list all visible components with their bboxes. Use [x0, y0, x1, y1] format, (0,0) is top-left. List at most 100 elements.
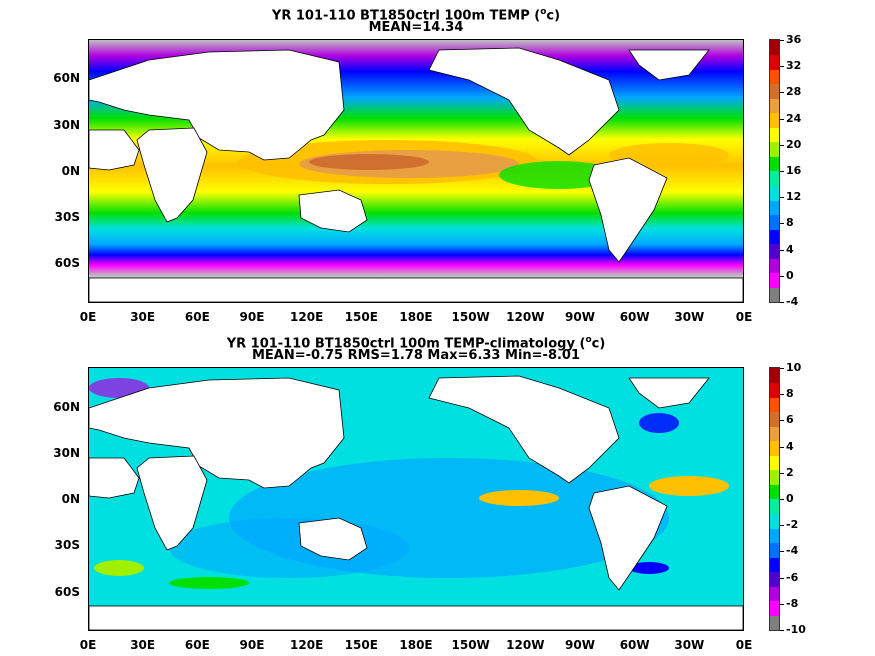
panel2-title-text: YR 101-110 BT1850ctrl 100m TEMP-climatol… — [226, 336, 575, 352]
panel2-colorbar-label: 4 — [786, 439, 794, 453]
panel1-lat-60s: 60S — [54, 256, 80, 270]
panel1-colorbar-segment — [770, 200, 779, 216]
panel1-colorbar-label: 32 — [786, 59, 802, 73]
panel1-lon-label: 90E — [239, 310, 265, 324]
panel2-colorbar-tick — [780, 630, 784, 631]
panel2-lon-label: 90E — [239, 638, 265, 652]
panel2-lat-0n: 0N — [61, 492, 80, 506]
panel1-title-unit: c — [546, 8, 555, 24]
panel2-colorbar-label: -10 — [786, 623, 806, 636]
panel1-colorbar-label: 12 — [786, 190, 802, 204]
panel1-lon-label: 30E — [130, 310, 156, 324]
panel1-lat-30s: 30S — [54, 210, 80, 224]
panel1-colorbar-label: -4 — [786, 295, 799, 308]
panel1-colorbar-segment — [770, 185, 779, 201]
panel2-colorbar-segment — [770, 571, 779, 587]
panel2-map-svg — [88, 368, 744, 631]
panel1-colorbar — [769, 39, 780, 303]
panel1-map-svg — [88, 40, 744, 303]
panel1-colorbar-segment — [770, 112, 779, 128]
panel2-colorbar — [769, 367, 780, 631]
panel1-lon-label: 150E — [344, 310, 378, 324]
panel2-lon-label: 150E — [344, 638, 378, 652]
panel1-colorbar-segment — [770, 141, 779, 157]
panel2-colorbar-segment — [770, 455, 779, 471]
panel2-subtitle: MEAN=-0.75 RMS=1.78 Max=6.33 Min=-8.01 — [251, 348, 581, 363]
panel1-colorbar-label: 16 — [786, 164, 802, 177]
panel2-lat-30s: 30S — [54, 538, 80, 552]
panel2-colorbar-tick — [780, 420, 784, 422]
panel2-lat-30n: 30N — [53, 446, 80, 460]
panel2-lon-label: 150W — [451, 638, 490, 652]
panel1-lat-0n: 0N — [61, 164, 80, 178]
panel1-colorbar-label: 8 — [786, 216, 794, 230]
panel2-title: YR 101-110 BT1850ctrl 100m TEMP-climatol… — [226, 335, 606, 352]
panel1-colorbar-segment — [770, 40, 779, 56]
panel2-colorbar-segment — [770, 513, 779, 529]
panel2-colorbar-label: 8 — [786, 387, 794, 401]
panel1-lat-60n: 60N — [53, 71, 80, 85]
panel1-colorbar-tick — [780, 171, 784, 172]
panel1-colorbar-segment — [770, 54, 779, 70]
panel2-colorbar-label: -8 — [786, 596, 799, 610]
panel1-colorbar-label: 20 — [786, 137, 802, 151]
panel2-colorbar-tick — [780, 472, 784, 474]
panel2-colorbar-label: 0 — [786, 492, 794, 505]
panel1-colorbar-tick — [780, 118, 784, 120]
panel2-colorbar-segment — [770, 557, 779, 573]
panel2-colorbar-segment — [770, 528, 779, 544]
panel2-colorbar-segment — [770, 411, 779, 427]
panel1-lat-30n: 30N — [53, 118, 80, 132]
panel2-lon-label: 90W — [565, 638, 595, 652]
panel2-colorbar-label: 6 — [786, 413, 794, 427]
panel2-colorbar-segment — [770, 440, 779, 456]
panel2-colorbar-segment — [770, 397, 779, 413]
panel2-colorbar-tick — [780, 551, 784, 553]
panel2-colorbar-label: -2 — [786, 518, 799, 532]
panel1-colorbar-label: 0 — [786, 268, 794, 282]
panel2-lon-label: 60W — [619, 638, 650, 652]
panel1-colorbar-label: 36 — [786, 33, 802, 46]
panel1-colorbar-tick — [780, 197, 784, 199]
panel1-colorbar-tick — [780, 66, 784, 68]
panel2-colorbar-tick — [780, 577, 784, 579]
panel1-colorbar-segment — [770, 171, 779, 187]
panel2-lon-label: 120E — [290, 638, 324, 652]
panel2-lon-label: 120W — [506, 638, 545, 652]
panel2-colorbar-segment — [770, 499, 779, 515]
panel1-colorbar-segment — [770, 287, 779, 303]
panel1-colorbar-label: 4 — [786, 242, 794, 256]
panel1-colorbar-label: 28 — [786, 85, 802, 99]
panel2-colorbar-segment — [770, 382, 779, 398]
panel1-subtitle: MEAN=14.34 — [368, 20, 464, 35]
panel1-colorbar-segment — [770, 214, 779, 230]
panel2-colorbar-segment — [770, 368, 779, 384]
panel2-colorbar-tick — [780, 394, 784, 396]
panel2-colorbar-label: -6 — [786, 570, 799, 584]
panel1-colorbar-tick — [780, 249, 784, 251]
panel2-colorbar-segment — [770, 615, 779, 631]
panel2-colorbar-segment — [770, 586, 779, 602]
panel2-colorbar-segment — [770, 542, 779, 558]
panel1-colorbar-segment — [770, 243, 779, 259]
panel2-lon-label: 30W — [674, 638, 705, 652]
panel2-lon-label: 0E — [735, 638, 753, 652]
panel2-map — [88, 367, 744, 631]
panel2-lon-label: 60E — [184, 638, 210, 652]
panel1-colorbar-segment — [770, 127, 779, 143]
panel1-colorbar-tick — [780, 223, 784, 225]
panel2-colorbar-segment — [770, 426, 779, 442]
panel2-lat-60s: 60S — [54, 585, 80, 599]
panel2-title-unit: c — [591, 336, 600, 352]
panel1-colorbar-tick — [780, 40, 784, 41]
panel1-colorbar-segment — [770, 229, 779, 245]
panel1-colorbar-label: 24 — [786, 111, 802, 125]
panel2-colorbar-tick — [780, 525, 784, 527]
panel2-colorbar-tick — [780, 446, 784, 448]
panel1-lon-label: 180E — [399, 310, 433, 324]
panel2-colorbar-segment — [770, 600, 779, 616]
panel1-colorbar-tick — [780, 275, 784, 277]
panel1-map — [88, 39, 744, 303]
panel2-colorbar-label: 10 — [786, 361, 802, 374]
panel1-colorbar-tick — [780, 302, 784, 303]
